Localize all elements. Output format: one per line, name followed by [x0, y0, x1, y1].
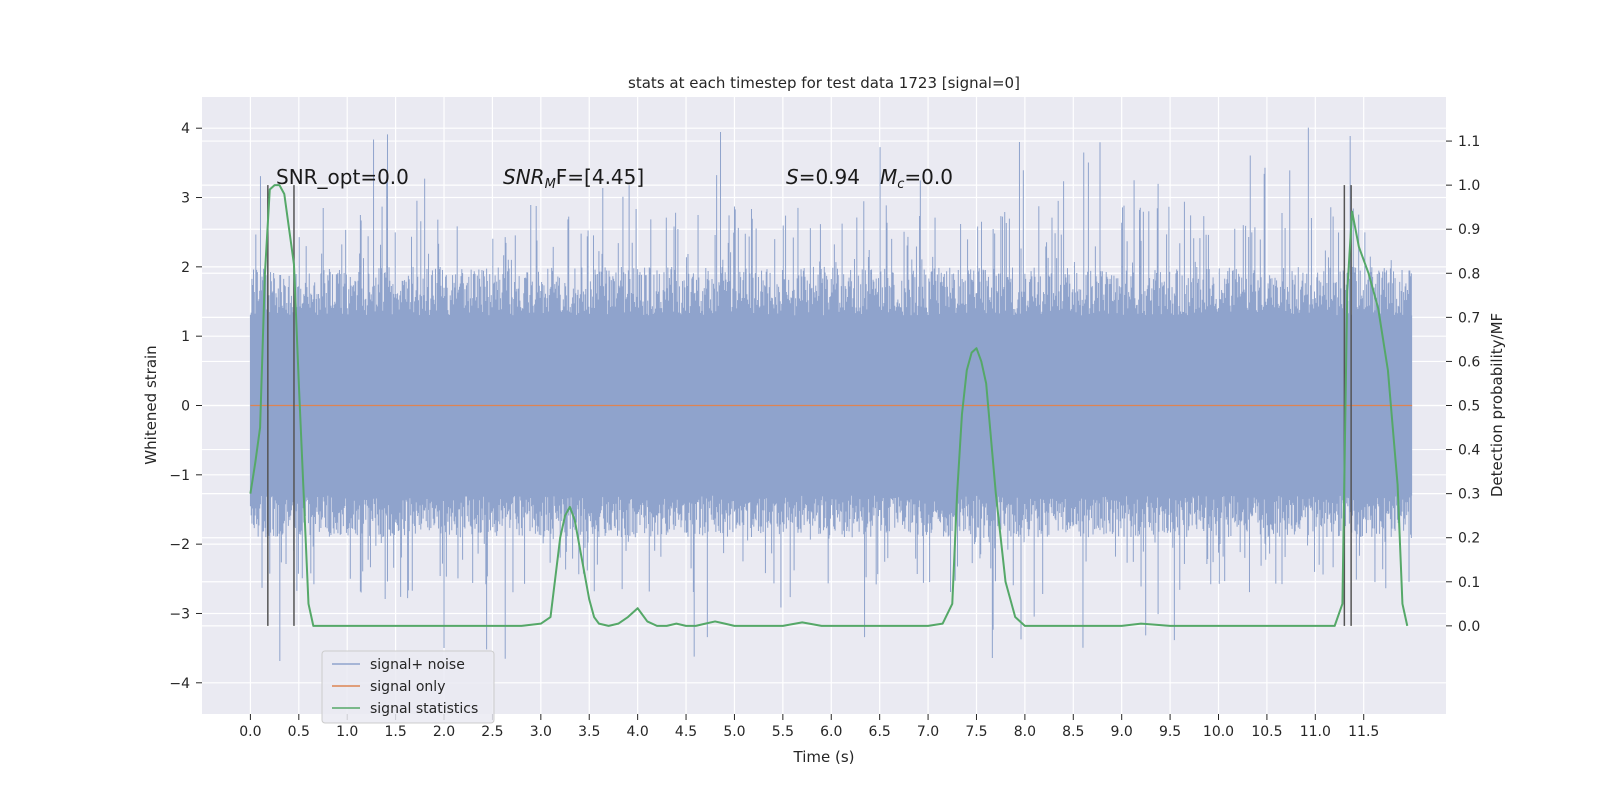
- y-right-tick-label-11: 0.0: [1458, 619, 1480, 635]
- y-right-tick-label-0: 1.1: [1458, 134, 1480, 150]
- y-left-tick-label-0: 4: [181, 121, 190, 137]
- s-var: S: [786, 165, 799, 189]
- noise-spikes: [249, 127, 1412, 662]
- y-right-axis-label: Detection probability/MF: [1488, 313, 1506, 497]
- x-tick-label-23: 11.5: [1348, 724, 1379, 740]
- y-left-tick-label-8: −4: [169, 676, 190, 692]
- x-tick-label-14: 7.0: [917, 724, 939, 740]
- snr-mf-rest: F=[4.45]: [556, 165, 644, 189]
- x-tick-label-0: 0.0: [239, 724, 261, 740]
- y-left-tick-label-6: −2: [169, 537, 190, 553]
- chart-title: stats at each timestep for test data 172…: [628, 74, 1020, 92]
- y-right-tick-label-9: 0.2: [1458, 531, 1480, 547]
- legend-label-2: signal statistics: [370, 701, 478, 717]
- x-tick-label-2: 1.0: [336, 724, 358, 740]
- legend-box: [321, 650, 495, 724]
- x-tick-label-7: 3.5: [578, 724, 600, 740]
- annotation-s: S=0.94: [786, 165, 860, 189]
- y-right-tick-label-7: 0.4: [1458, 443, 1480, 459]
- y-right-tick-label-4: 0.7: [1458, 310, 1480, 326]
- x-tick-label-19: 9.5: [1159, 724, 1181, 740]
- statistics-series: [249, 184, 1409, 627]
- x-tick-label-10: 5.0: [723, 724, 745, 740]
- legend-label-0: signal+ noise: [370, 657, 465, 673]
- x-tick-label-16: 8.0: [1014, 724, 1036, 740]
- y-left-tick-label-1: 3: [181, 191, 190, 207]
- x-tick-label-9: 4.5: [675, 724, 697, 740]
- y-left-tick-label-3: 1: [181, 329, 190, 345]
- x-axis-label: Time (s): [793, 748, 855, 766]
- y-right-tick-label-10: 0.1: [1458, 575, 1480, 591]
- mc-val: =0.0: [904, 165, 953, 189]
- x-tick-label-20: 10.0: [1203, 724, 1234, 740]
- snr-mf-prefix: SNR: [503, 165, 545, 189]
- mc-var: M: [880, 165, 897, 189]
- x-tick-label-12: 6.0: [820, 724, 842, 740]
- y-left-tick-label-7: −3: [169, 606, 190, 622]
- x-tick-label-5: 2.5: [481, 724, 503, 740]
- x-tick-label-18: 9.0: [1111, 724, 1133, 740]
- annotation-snr-opt: SNR_opt=0.0: [276, 165, 409, 189]
- x-tick-label-13: 6.5: [869, 724, 891, 740]
- y-right-tick-label-6: 0.5: [1458, 399, 1480, 415]
- y-left-axis-ticks: 4 3 2 1 0 −1 −2 −3 −4: [169, 121, 202, 692]
- annotation-mc: Mc=0.0: [880, 165, 953, 192]
- x-tick-label-1: 0.5: [288, 724, 310, 740]
- x-tick-label-6: 3.0: [530, 724, 552, 740]
- y-left-tick-label-2: 2: [181, 260, 190, 276]
- y-left-axis-label: Whitened strain: [142, 345, 160, 464]
- snr-mf-sub: M: [545, 177, 556, 192]
- x-tick-label-3: 1.5: [384, 724, 406, 740]
- y-right-tick-label-8: 0.3: [1458, 487, 1480, 503]
- y-right-tick-label-1: 1.0: [1458, 178, 1480, 194]
- y-right-tick-label-3: 0.8: [1458, 266, 1480, 282]
- x-axis-ticks: 0.0 0.5 1.0 1.5 2.0 2.5 3.0 3.5 4.0 4.5 5.0 5.5 6.0 6…: [239, 714, 1379, 740]
- legend: signal+ noise signal only signal statist…: [321, 650, 495, 724]
- y-left-tick-label-4: 0: [181, 399, 190, 415]
- annotation-snr-mf: SNRMF=[4.45]: [503, 165, 644, 192]
- mc-sub: c: [897, 177, 904, 192]
- statistics-line: [249, 184, 1409, 627]
- y-left-tick-label-5: −1: [169, 468, 190, 484]
- x-tick-label-21: 10.5: [1251, 724, 1282, 740]
- x-tick-label-17: 8.5: [1062, 724, 1084, 740]
- x-tick-label-4: 2.0: [433, 724, 455, 740]
- legend-label-1: signal only: [370, 679, 445, 695]
- y-right-tick-label-2: 0.9: [1458, 222, 1480, 238]
- s-val: =0.94: [799, 165, 860, 189]
- x-tick-label-22: 11.0: [1300, 724, 1331, 740]
- y-right-axis-ticks: 1.1 1.0 0.9 0.8 0.7 0.6 0.5 0.4 0.3 0.2 0.1 0.0: [1446, 134, 1480, 635]
- y-right-tick-label-5: 0.6: [1458, 354, 1480, 370]
- x-tick-label-15: 7.5: [965, 724, 987, 740]
- x-tick-label-8: 4.0: [627, 724, 649, 740]
- x-tick-label-11: 5.5: [772, 724, 794, 740]
